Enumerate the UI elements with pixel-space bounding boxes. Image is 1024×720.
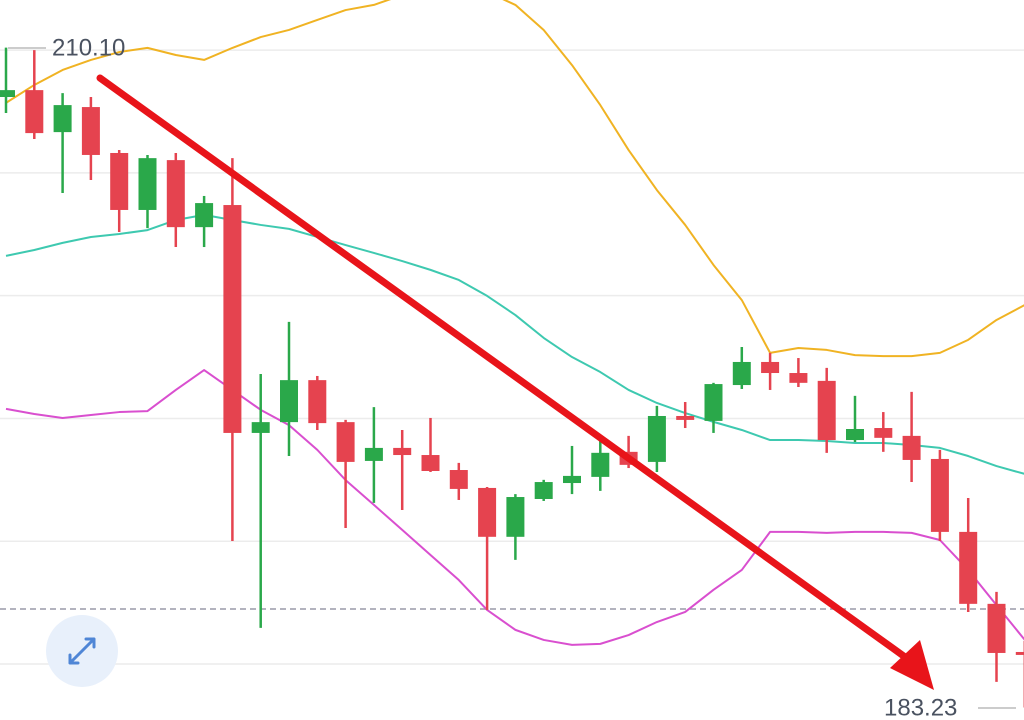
candle-body (478, 487, 497, 537)
candle-body (676, 415, 695, 420)
candle-body (166, 160, 185, 228)
candle-body (195, 203, 214, 228)
trend-arrow-head (890, 640, 934, 690)
band-line (5, 369, 1024, 646)
candle-body (563, 475, 581, 484)
candle-body (280, 380, 298, 423)
candle-body (817, 380, 836, 441)
candle-body (506, 497, 525, 537)
candle-body (732, 361, 751, 386)
candle-body (959, 531, 978, 604)
expand-icon[interactable] (68, 637, 96, 665)
candle-body (336, 422, 355, 462)
candle-body (138, 158, 157, 210)
candle-body (364, 447, 383, 461)
grid (0, 49, 1024, 665)
candle-body (987, 603, 1006, 653)
candle-body (874, 428, 893, 438)
candle-body (25, 90, 44, 134)
candle-body (930, 458, 949, 532)
trend-arrow (96, 74, 909, 661)
candle-body (393, 447, 412, 456)
candle-body (223, 205, 242, 433)
candle-body (1015, 651, 1024, 655)
candle-body (789, 373, 808, 383)
candles (0, 47, 1024, 708)
low-label: 183.23 (884, 694, 957, 720)
candle-body (53, 105, 72, 133)
expand-button[interactable] (46, 615, 118, 687)
candle-body (251, 422, 270, 433)
candle-body (110, 152, 129, 210)
candle-body (591, 452, 610, 477)
candle-body (846, 429, 864, 441)
candle-body (0, 90, 15, 97)
band-line (5, 0, 1024, 358)
candle-body (421, 455, 440, 471)
candle-body (81, 107, 100, 155)
candle-body (647, 415, 666, 462)
candle-body (449, 470, 468, 489)
candle-body (902, 435, 921, 460)
candle-body (704, 384, 723, 421)
candle-body (761, 361, 780, 374)
candle-body (534, 482, 553, 499)
high-label: 210.10 (52, 34, 125, 61)
candle-body (308, 380, 327, 424)
band-line (5, 213, 1024, 475)
